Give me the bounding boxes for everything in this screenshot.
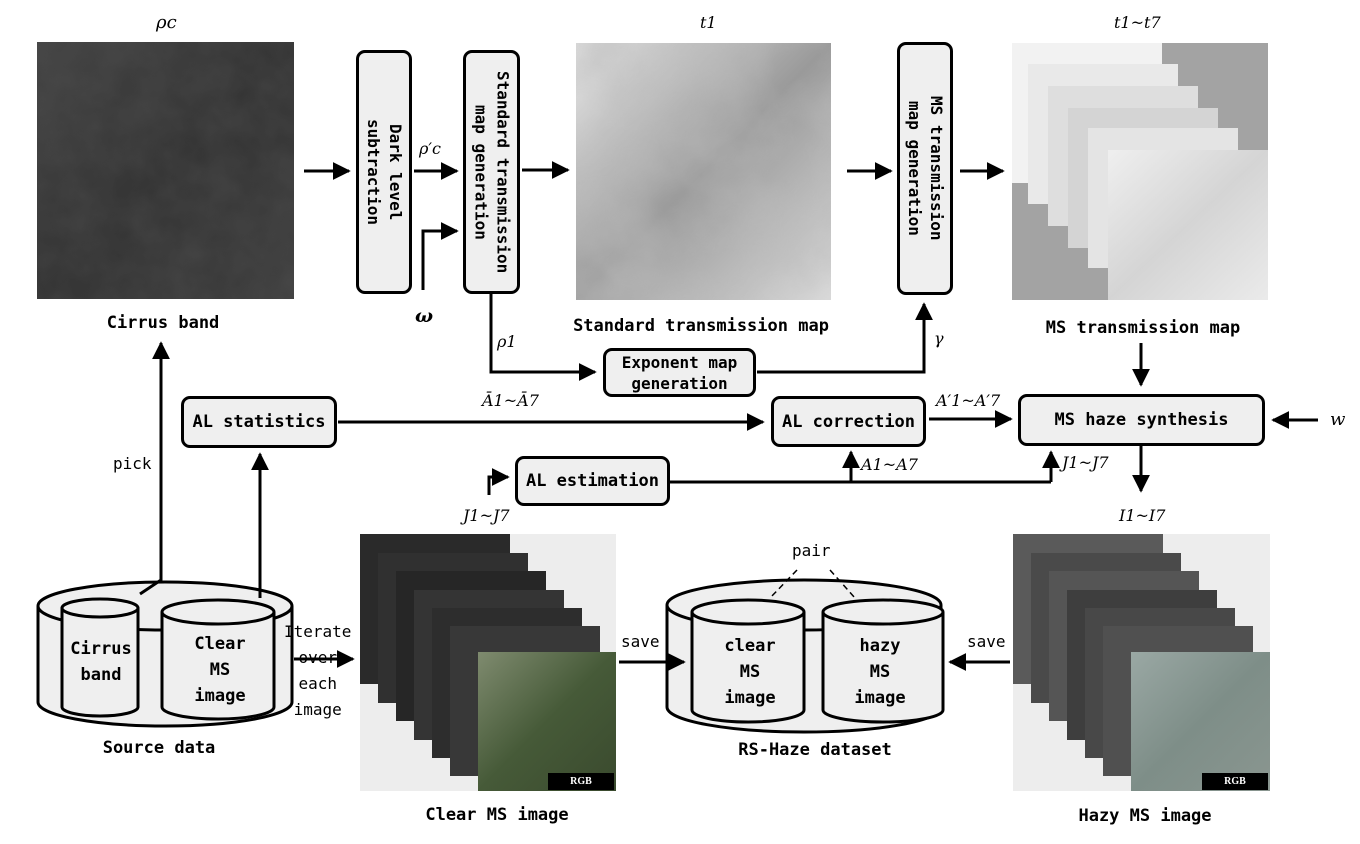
exponent-map-generation-label: Exponent map generation xyxy=(621,352,738,393)
symbol-a-range: A1~A7 xyxy=(861,455,918,474)
symbol-i-range: I1~I7 xyxy=(1119,506,1166,525)
caption-clear-ms-image: Clear MS image xyxy=(425,805,569,825)
rgb-badge-clear: RGB xyxy=(548,773,614,790)
symbol-gamma: γ xyxy=(934,329,944,348)
symbol-omega: ω xyxy=(415,305,434,327)
ms-transmission-map-stack xyxy=(1012,43,1268,300)
rs-haze-dataset-cylinder xyxy=(665,578,945,734)
al-estimation-box: AL estimation xyxy=(515,456,670,506)
al-correction-label: AL correction xyxy=(781,411,916,432)
al-statistics-label: AL statistics xyxy=(192,412,326,432)
caption-rs-haze-dataset: RS-Haze dataset xyxy=(738,740,892,760)
arrow-j-to-al-estimation xyxy=(487,468,510,495)
caption-hazy-ms-image: Hazy MS image xyxy=(1078,806,1212,826)
standard-transmission-map-image xyxy=(576,43,831,300)
al-estimation-label: AL estimation xyxy=(525,471,660,491)
label-pick: pick xyxy=(113,454,152,473)
label-save-left: save xyxy=(621,632,660,651)
arrow-omega-to-standard xyxy=(421,222,459,290)
symbol-t1-t7: t1~t7 xyxy=(1114,13,1161,32)
symbol-t1: t1 xyxy=(700,13,717,32)
exponent-map-generation-box: Exponent map generation xyxy=(603,348,756,397)
ms-transmission-map-generation-box: MS transmission map generation xyxy=(897,42,953,295)
label-iterate-over-each-image: Iterate over each image xyxy=(284,622,352,719)
hazy-ms-image-stack xyxy=(1013,534,1270,791)
symbol-w: w xyxy=(1330,409,1346,430)
cylinder-label-clear-ms-image: Clear MS image xyxy=(194,634,246,706)
cylinder-label-cirrus-band: Cirrus band xyxy=(70,639,132,685)
clear-ms-image-stack xyxy=(360,534,616,791)
cirrus-band-image xyxy=(37,42,294,299)
pair-dashed-lines xyxy=(769,569,856,599)
label-pair: pair xyxy=(792,541,831,560)
al-correction-box: AL correction xyxy=(771,396,926,447)
ms-haze-synthesis-box: MS haze synthesis xyxy=(1018,394,1265,446)
ms-transmission-map-generation-label: MS transmission map generation xyxy=(905,96,946,241)
rgb-badge-hazy: RGB xyxy=(1202,773,1268,790)
symbol-rho-1: ρ1 xyxy=(497,332,517,351)
symbol-a-bar: Ā1~Ā7 xyxy=(482,391,539,410)
symbol-a-prime: A′1~A′7 xyxy=(936,391,1001,410)
arrow-rho1-to-exponent xyxy=(489,294,597,381)
source-data-cylinder xyxy=(36,580,294,728)
symbol-rho-c: ρc xyxy=(156,12,177,33)
caption-standard-transmission-map: Standard transmission map xyxy=(573,316,829,336)
dark-level-subtraction-label: Dark level subtraction xyxy=(364,119,405,225)
symbol-rho-c-prime: ρ′c xyxy=(419,139,441,158)
caption-ms-transmission-map: MS transmission map xyxy=(1045,318,1241,338)
connectors xyxy=(139,161,1318,671)
label-save-right: save xyxy=(967,632,1006,651)
symbol-j-range-2: J1~J7 xyxy=(463,506,510,525)
cylinder-label-hazy-ms-dataset: hazy MS image xyxy=(854,636,906,708)
arrow-exponent-to-ms-gen xyxy=(757,302,933,374)
arrow-source-to-cirrus xyxy=(139,341,170,596)
standard-transmission-map-generation-label: Standard transmission map generation xyxy=(471,70,513,274)
standard-transmission-map-generation-box: Standard transmission map generation xyxy=(463,50,520,294)
ms-haze-synthesis-label: MS haze synthesis xyxy=(1054,410,1229,430)
cylinder-label-clear-ms-dataset: clear MS image xyxy=(724,636,776,708)
dark-level-subtraction-box: Dark level subtraction xyxy=(356,50,412,294)
al-statistics-box: AL statistics xyxy=(181,396,337,448)
caption-source-data: Source data xyxy=(102,738,216,758)
symbol-j-range: J1~J7 xyxy=(1062,453,1109,472)
caption-cirrus-band: Cirrus band xyxy=(106,313,220,333)
